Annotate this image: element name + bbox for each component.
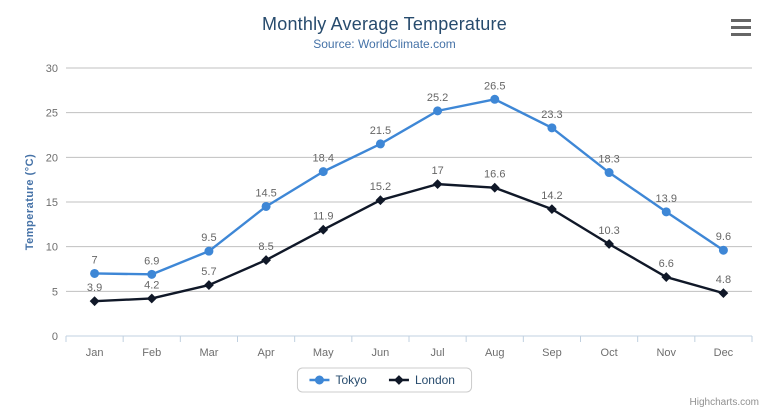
legend-marker[interactable] <box>394 375 404 385</box>
data-label-tokyo: 7 <box>92 254 98 266</box>
x-axis-tick-label: Sep <box>542 347 562 359</box>
x-axis-tick-label: Nov <box>656 347 676 359</box>
menu-bar-3 <box>731 32 751 36</box>
series-point-tokyo[interactable] <box>547 123 557 133</box>
data-label-tokyo: 14.5 <box>255 187 276 199</box>
data-labels-group: 7 6.9 9.5 14.5 18.4 21.5 25.2 26.5 23.3 18.3 13.9 9… <box>87 80 731 294</box>
y-axis-tick-label: 5 <box>52 286 58 298</box>
y-axis-tick-label: 25 <box>46 108 58 120</box>
x-axis-tick-label: Oct <box>601 347 618 359</box>
x-axis-tick-label: Apr <box>258 347 275 359</box>
series-point-london[interactable] <box>261 255 271 265</box>
x-axis-tick-label: May <box>313 347 334 359</box>
chart-subtitle: Source: WorldClimate.com <box>313 37 456 51</box>
series-point-tokyo[interactable] <box>490 94 500 104</box>
series-point-london[interactable] <box>604 239 614 249</box>
data-label-london: 3.9 <box>87 282 102 294</box>
series-point-tokyo[interactable] <box>261 201 271 211</box>
legend-item-london[interactable]: London <box>388 373 455 387</box>
menu-bar-1 <box>731 18 751 22</box>
data-label-london: 17 <box>431 165 443 177</box>
series-point-tokyo[interactable] <box>375 139 385 149</box>
x-axis-tick-label: Jul <box>431 347 445 359</box>
legend-marker[interactable] <box>314 375 324 385</box>
data-label-tokyo: 13.9 <box>656 193 677 205</box>
series-point-tokyo[interactable] <box>661 207 671 217</box>
x-axis-tick-labels: Jan Feb Mar Apr May Jun Jul Aug Sep Oct Nov Dec <box>86 347 734 359</box>
series-point-london[interactable] <box>718 288 729 299</box>
legend-label: Tokyo <box>335 373 367 387</box>
series-point-tokyo[interactable] <box>318 167 328 177</box>
data-label-tokyo: 18.3 <box>598 154 619 166</box>
series-point-london[interactable] <box>375 195 386 206</box>
data-label-tokyo: 25.2 <box>427 92 448 104</box>
menu-bar-2 <box>731 25 751 29</box>
series-point-london[interactable] <box>204 280 214 290</box>
data-label-london: 5.7 <box>201 266 216 278</box>
series-point-london[interactable] <box>547 204 557 215</box>
y-axis-tick-label: 20 <box>46 152 58 164</box>
y-axis-tick-label: 0 <box>52 331 58 343</box>
x-axis-tick-label: Dec <box>714 347 734 359</box>
data-label-tokyo: 18.4 <box>313 153 334 165</box>
series-point-tokyo[interactable] <box>718 245 728 255</box>
x-axis-tick-label: Feb <box>142 347 161 359</box>
x-axis-tick-label: Jan <box>86 347 104 359</box>
data-label-london: 14.2 <box>541 190 562 202</box>
series-point-tokyo[interactable] <box>433 106 443 116</box>
y-axis-tick-label: 10 <box>46 242 58 254</box>
data-label-tokyo: 21.5 <box>370 125 391 137</box>
series-point-london[interactable] <box>89 296 100 307</box>
data-label-london: 6.6 <box>659 258 674 270</box>
data-label-london: 8.5 <box>258 241 273 253</box>
hamburger-menu-icon[interactable] <box>729 16 753 38</box>
data-label-london: 15.2 <box>370 181 391 193</box>
y-axis-tick-labels: 0 5 10 15 20 25 30 <box>46 63 58 343</box>
legend-item-tokyo[interactable]: Tokyo <box>309 373 367 387</box>
data-label-london: 11.9 <box>313 211 334 223</box>
series-point-london[interactable] <box>146 293 157 304</box>
series-point-london[interactable] <box>432 179 443 190</box>
y-axis-tick-label: 30 <box>46 63 58 75</box>
gridlines-group <box>66 67 752 292</box>
series-line-london[interactable] <box>93 182 725 303</box>
chart-credit[interactable]: Highcharts.com <box>689 397 759 408</box>
series-point-tokyo[interactable] <box>147 269 157 279</box>
series-point-london[interactable] <box>318 224 329 235</box>
data-label-tokyo: 6.9 <box>144 255 159 267</box>
data-label-tokyo: 9.5 <box>201 232 216 244</box>
series-point-london[interactable] <box>489 182 500 193</box>
series-line-tokyo[interactable] <box>93 98 725 276</box>
series-point-tokyo[interactable] <box>90 268 100 278</box>
chart-title: Monthly Average Temperature <box>262 14 507 34</box>
data-label-tokyo: 23.3 <box>541 109 562 121</box>
series-point-tokyo[interactable] <box>204 246 214 256</box>
y-axis-tick-label: 15 <box>46 197 58 209</box>
data-label-london: 4.2 <box>144 279 159 291</box>
x-axis-tick-label: Aug <box>485 347 505 359</box>
series-group <box>89 94 729 307</box>
legend-label: London <box>415 373 455 387</box>
x-axis-tick-label: Mar <box>199 347 218 359</box>
data-label-london: 10.3 <box>598 225 619 237</box>
data-label-london: 16.6 <box>484 169 505 181</box>
legend-box <box>296 367 473 393</box>
series-point-london[interactable] <box>661 272 672 282</box>
data-label-tokyo: 26.5 <box>484 80 505 92</box>
y-axis-title: Temperature (°C) <box>24 154 36 251</box>
data-label-tokyo: 9.6 <box>716 231 731 243</box>
x-axis-tick-label: Jun <box>372 347 390 359</box>
data-label-london: 4.8 <box>716 274 731 286</box>
chart-legend[interactable]: Tokyo London <box>296 367 473 393</box>
x-axis <box>65 335 753 342</box>
series-point-tokyo[interactable] <box>604 168 614 178</box>
